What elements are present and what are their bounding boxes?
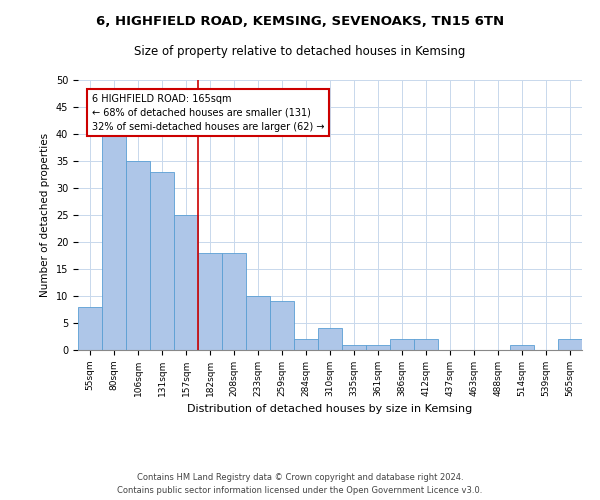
Text: 6 HIGHFIELD ROAD: 165sqm
← 68% of detached houses are smaller (131)
32% of semi-: 6 HIGHFIELD ROAD: 165sqm ← 68% of detach… [92,94,325,132]
Bar [414,339,438,350]
Bar [246,296,270,350]
Bar [222,253,246,350]
Bar [558,339,582,350]
Bar [366,344,390,350]
Y-axis label: Number of detached properties: Number of detached properties [40,133,50,297]
Bar [510,344,534,350]
Bar [390,339,414,350]
Bar [318,328,342,350]
Bar [102,134,126,350]
Bar [198,253,222,350]
Bar [270,302,294,350]
Bar [126,161,150,350]
Bar [342,344,366,350]
Bar [294,339,318,350]
Bar [174,215,198,350]
Bar [150,172,174,350]
Text: Contains HM Land Registry data © Crown copyright and database right 2024.
Contai: Contains HM Land Registry data © Crown c… [118,474,482,495]
Text: Size of property relative to detached houses in Kemsing: Size of property relative to detached ho… [134,45,466,58]
Bar [78,307,102,350]
X-axis label: Distribution of detached houses by size in Kemsing: Distribution of detached houses by size … [187,404,473,414]
Text: 6, HIGHFIELD ROAD, KEMSING, SEVENOAKS, TN15 6TN: 6, HIGHFIELD ROAD, KEMSING, SEVENOAKS, T… [96,15,504,28]
